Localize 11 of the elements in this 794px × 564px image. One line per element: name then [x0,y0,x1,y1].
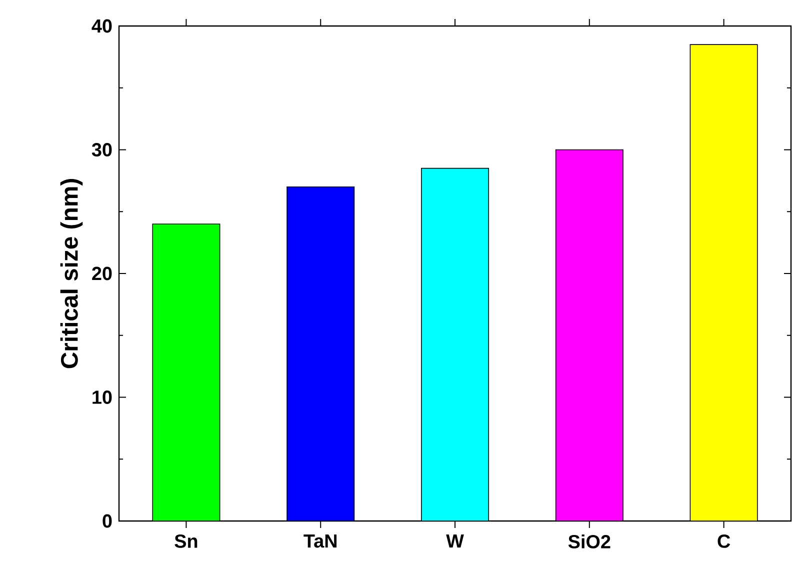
x-tick-label: SiO2 [568,534,610,548]
y-axis-title: Critical size (nm) [60,179,83,368]
x-tick-label: TaN [304,534,337,548]
x-tick-label: W [446,534,464,548]
y-tick-label: 10 [92,390,112,404]
x-tick-label: C [718,534,730,548]
y-tick-label: 20 [92,266,112,280]
y-tick-label: 40 [92,19,112,33]
x-tick-label: Sn [174,534,198,548]
y-tick-label: 30 [92,143,112,156]
y-tick-label: 0 [102,514,112,528]
